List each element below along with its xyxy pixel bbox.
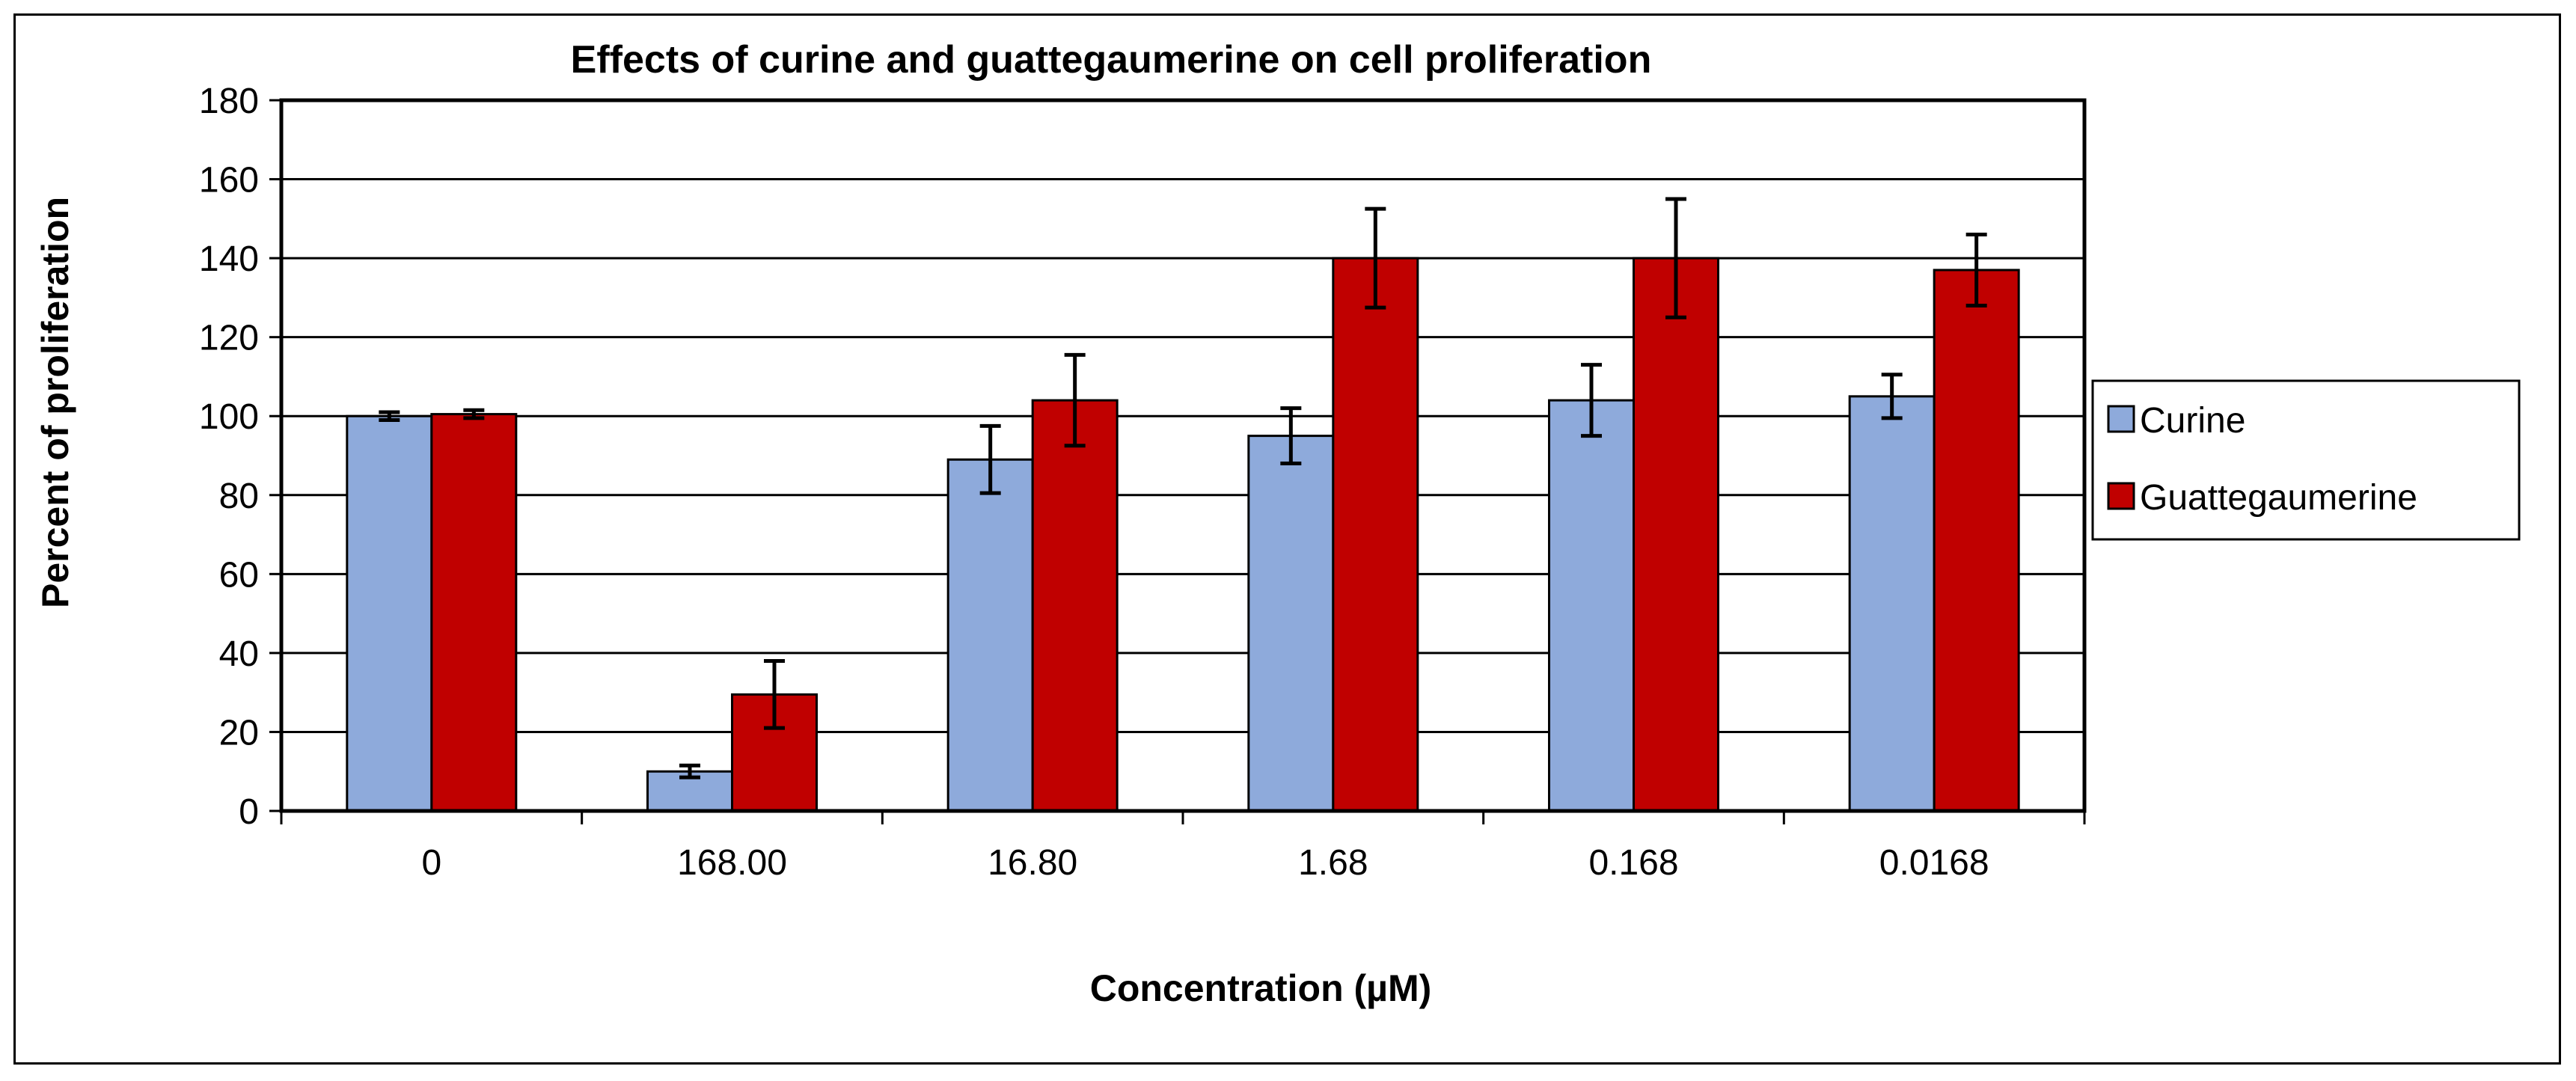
x-tick-label: 0.0168 [1879,843,1989,883]
y-tick-label: 100 [199,397,259,437]
x-tick-label: 1.68 [1298,843,1368,883]
legend-label-curine: Curine [2140,401,2245,441]
x-tick-label: 0 [421,843,441,883]
y-tick-label: 80 [219,477,259,516]
bar-curine [346,414,433,812]
y-tick-label: 160 [199,161,259,200]
bar-curine [1247,435,1335,812]
y-tick-label: 0 [239,792,259,832]
bar-curine [946,458,1034,812]
labels-layer: 0 20 40 60 80 100 120 140 160 180 0 168.00 16.80 1.68… [199,82,1989,883]
bar-guattegaumerine [1933,269,2020,812]
x-axis-title: Concentration (µM) [1090,967,1432,1009]
bar-guattegaumerine [1332,257,1419,812]
legend-box [2091,379,2521,541]
bar-curine [1548,399,1635,812]
bar-guattegaumerine [1031,399,1119,812]
y-tick-label: 120 [199,319,259,358]
bar-guattegaumerine [430,413,518,812]
bars-layer [346,197,2020,812]
y-tick-label: 40 [219,634,259,674]
legend-swatch-curine [2107,405,2135,433]
axes-layer [269,98,2087,824]
plot-area-border [279,98,2087,813]
legend: Curine Guattegaumerine [2091,379,2521,541]
legend-label-guattegaumerine: Guattegaumerine [2140,478,2417,518]
y-tick-label: 140 [199,239,259,279]
y-axis-title: Percent of proliferation [34,197,76,608]
chart-title: Effects of curine and guattegaumerine on… [571,38,1652,82]
y-tick-label: 180 [199,82,259,121]
bar-curine [1848,395,1936,812]
legend-swatch-guattegaumerine [2107,482,2135,510]
x-tick-label: 168.00 [677,843,787,883]
y-tick-label: 60 [219,555,259,595]
grid-layer [281,178,2084,733]
bar-guattegaumerine [1633,257,1719,812]
x-tick-label: 0.168 [1588,843,1678,883]
y-tick-label: 20 [219,713,259,753]
x-tick-label: 16.80 [988,843,1077,883]
